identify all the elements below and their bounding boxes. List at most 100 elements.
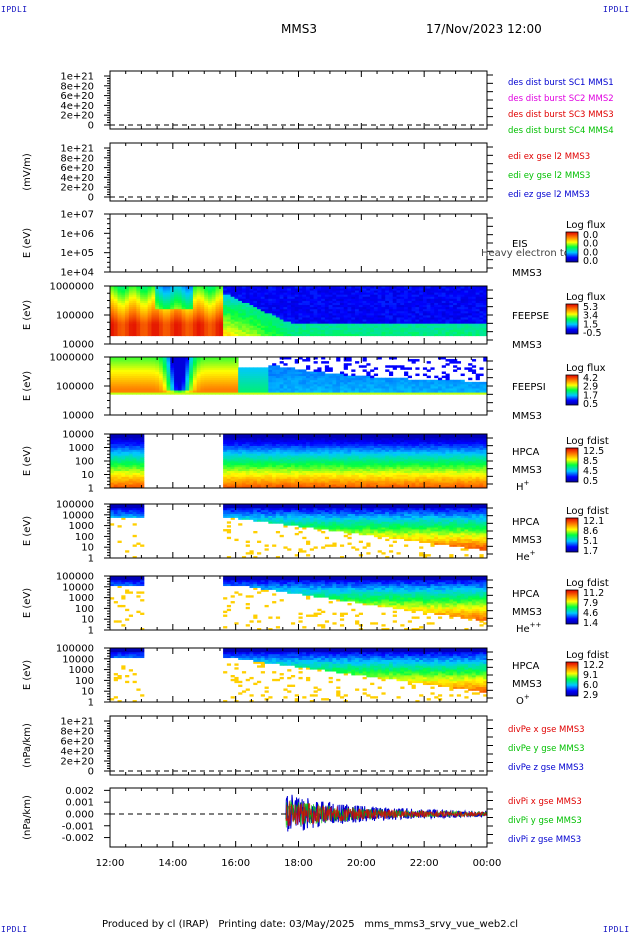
feepse-cell [306, 308, 311, 312]
feepse-cell [155, 323, 160, 326]
feepsi-cell [200, 379, 205, 383]
feepse-cell [110, 325, 115, 328]
feepsi-cell [268, 388, 273, 391]
feepsi-cell [177, 367, 183, 370]
feepsi-cell [215, 388, 220, 391]
feepsi-cell [321, 392, 326, 395]
feepsi-cell [468, 390, 473, 393]
feepse-cell [392, 317, 397, 320]
feepse-cell [294, 329, 299, 332]
feepsi-cell [192, 379, 198, 383]
feepse-cell [234, 294, 239, 297]
hpca_h-cell [110, 474, 115, 477]
feepse-cell [181, 310, 186, 314]
feepse-cell [445, 312, 450, 316]
feepsi-cell [189, 388, 194, 391]
hpca_h-cell [125, 449, 130, 452]
feepsi-cell [192, 381, 198, 385]
feepse-cell [396, 315, 401, 318]
feepse-cell [358, 308, 363, 312]
feepse-cell [223, 294, 228, 297]
feepsi-cell [309, 375, 314, 379]
hpca_h-cell [253, 439, 258, 443]
feepsi-cell [204, 388, 209, 391]
feepse-cell [313, 302, 318, 306]
feepse-cell [159, 321, 164, 324]
feepse-cell [377, 304, 382, 308]
feepse-cell [396, 300, 401, 303]
hpca_h-cell [264, 437, 269, 441]
feepse-cell [117, 308, 122, 312]
feepse-cell [355, 294, 360, 297]
feepse-cell [381, 331, 386, 335]
feepse-cell [196, 315, 201, 318]
feepsi-cell [343, 367, 348, 370]
feepse-cell [373, 310, 379, 314]
feepsi-cell [471, 386, 477, 389]
feepsi-cell [121, 379, 126, 383]
hpca_h-cell [234, 468, 239, 472]
feepsi-cell [362, 381, 367, 385]
feepsi-cell [121, 373, 126, 377]
feepsi-cell [475, 377, 480, 381]
feepse-cell [264, 302, 269, 306]
feepse-cell [215, 315, 220, 318]
feepsi-cell [200, 371, 205, 374]
feepsi-cell [117, 357, 122, 360]
hpca_h-cell [257, 470, 262, 473]
feepse-cell [456, 292, 462, 295]
feepse-cell [238, 315, 243, 318]
hpca_h-cell [264, 468, 269, 472]
feepse-cell [174, 306, 179, 310]
feepsi-cell [140, 379, 145, 383]
feepse-cell [396, 319, 401, 322]
feepsi-cell [468, 367, 473, 370]
hpca_h-cell [117, 466, 122, 470]
feepse-cell [226, 310, 232, 314]
feepse-cell [159, 286, 164, 289]
feepse-cell [456, 290, 462, 293]
hpca_h-cell [113, 486, 118, 489]
feepse-cell [143, 308, 149, 312]
feepse-cell [336, 325, 341, 328]
feepsi-cell [249, 367, 254, 370]
feepsi-cell [449, 381, 454, 385]
feepse-cell [226, 300, 232, 303]
feepse-cell [275, 294, 281, 297]
feepsi-cell [437, 388, 443, 391]
feepse-cell [460, 286, 465, 289]
feepse-cell [192, 325, 198, 328]
dist-ytick-label: 0 [88, 121, 94, 132]
feepse-cell [189, 294, 194, 297]
hpca_h-cell [245, 459, 250, 462]
hpca_h-cell [264, 439, 269, 443]
feepse-cell [192, 292, 198, 295]
feepse-cell [230, 286, 235, 289]
feepse-cell [113, 331, 118, 335]
feepse-cell [136, 331, 141, 335]
feepsi-cell [208, 375, 213, 379]
feepsi-cell [174, 386, 179, 389]
feepsi-cell [189, 361, 194, 364]
feepse-cell [298, 329, 303, 332]
feepsi-cell [185, 367, 190, 370]
feepse-cell [400, 321, 405, 324]
feepsi-cell [279, 377, 284, 381]
feepse-cell [245, 323, 250, 326]
feepse-cell [125, 294, 130, 297]
feepse-cell [215, 290, 220, 293]
feepse-cell [317, 304, 322, 308]
feepsi-cell [339, 390, 345, 393]
feepse-cell [166, 327, 171, 330]
feepse-cell [479, 308, 484, 312]
feepse-cell [189, 329, 194, 332]
feepse-cell [479, 286, 484, 289]
feepsi-cell [132, 388, 137, 391]
hpca_h-cell [253, 437, 258, 441]
feepsi-cell [362, 359, 367, 362]
feepsi-cell [204, 381, 209, 385]
feepse-cell [151, 288, 156, 291]
feepse-cell [279, 329, 284, 332]
feepse-cell [170, 292, 175, 295]
feepsi-cell [170, 373, 175, 377]
